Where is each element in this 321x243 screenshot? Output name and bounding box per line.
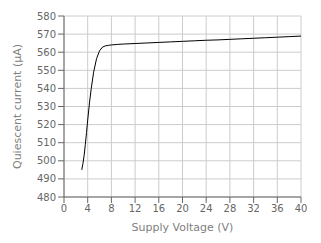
- svg-text:32: 32: [247, 203, 260, 214]
- svg-text:16: 16: [152, 203, 165, 214]
- svg-text:4: 4: [85, 203, 91, 214]
- svg-text:8: 8: [108, 203, 114, 214]
- svg-text:Supply Voltage (V): Supply Voltage (V): [132, 221, 234, 234]
- svg-text:520: 520: [37, 119, 56, 130]
- svg-text:Quiescent current (μA): Quiescent current (μA): [11, 44, 24, 169]
- svg-text:500: 500: [37, 155, 56, 166]
- svg-text:20: 20: [176, 203, 189, 214]
- svg-text:570: 570: [37, 29, 56, 40]
- svg-text:36: 36: [271, 203, 284, 214]
- svg-text:480: 480: [37, 192, 56, 203]
- svg-text:24: 24: [200, 203, 213, 214]
- svg-text:0: 0: [61, 203, 67, 214]
- svg-text:40: 40: [295, 203, 308, 214]
- svg-text:530: 530: [37, 101, 56, 112]
- svg-text:560: 560: [37, 47, 56, 58]
- svg-text:580: 580: [37, 11, 56, 22]
- svg-text:550: 550: [37, 65, 56, 76]
- svg-text:12: 12: [129, 203, 142, 214]
- svg-text:540: 540: [37, 83, 56, 94]
- svg-text:510: 510: [37, 137, 56, 148]
- svg-text:28: 28: [224, 203, 237, 214]
- svg-text:490: 490: [37, 173, 56, 184]
